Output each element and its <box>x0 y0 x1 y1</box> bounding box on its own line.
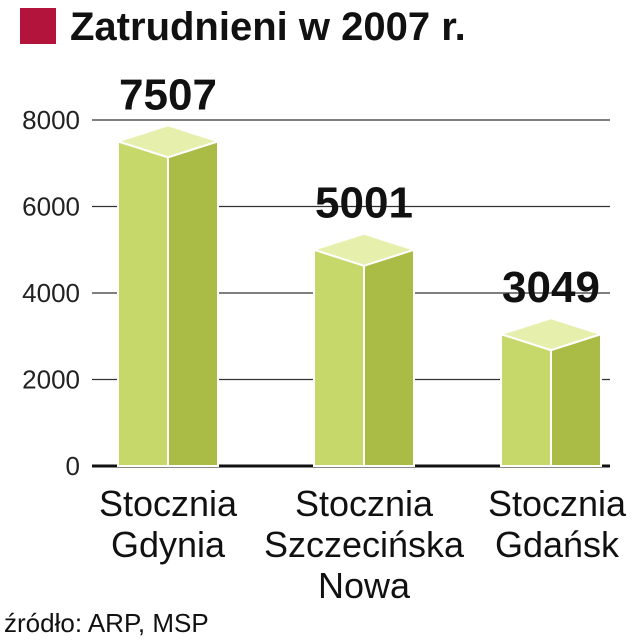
category-label-line: Stocznia <box>488 483 627 524</box>
chart-title: Zatrudnieni w 2007 r. <box>70 5 466 49</box>
title-marker-square <box>20 8 56 44</box>
y-axis-tick-labels: 0 2000 4000 6000 8000 <box>22 105 80 481</box>
source-note: źródło: ARP, MSP <box>4 608 209 638</box>
category-label-line: Stocznia <box>99 483 238 524</box>
y-tick-label: 2000 <box>22 365 80 395</box>
category-label-line: Gdańsk <box>495 524 620 565</box>
value-label: 3049 <box>502 263 600 312</box>
category-label-line: Szczecińska <box>264 524 465 565</box>
bar-top-face <box>310 232 418 267</box>
bar-side-face <box>363 248 415 467</box>
chart-title-group: Zatrudnieni w 2007 r. <box>20 5 466 49</box>
category-labels: StoczniaGdyniaStoczniaSzczecińskaNowaSto… <box>99 483 627 606</box>
value-label: 7507 <box>119 70 217 119</box>
value-label: 5001 <box>315 179 413 228</box>
bar-front-face <box>500 332 552 467</box>
category-label-line: Gdynia <box>111 524 226 565</box>
y-tick-label: 6000 <box>22 192 80 222</box>
y-tick-label: 0 <box>66 451 80 481</box>
y-tick-label: 4000 <box>22 278 80 308</box>
bar-front-face <box>117 139 169 467</box>
value-labels: 7507 5001 3049 <box>119 70 600 312</box>
bar <box>497 317 605 467</box>
category-label-line: Nowa <box>318 565 411 606</box>
y-tick-label: 8000 <box>22 105 80 135</box>
bar-top-face <box>114 124 222 159</box>
bar <box>114 124 222 467</box>
bar-top-face <box>497 317 605 352</box>
category-label-line: Stocznia <box>295 483 434 524</box>
bar-side-face <box>550 332 602 467</box>
bar <box>310 232 418 467</box>
bar-front-face <box>313 248 365 467</box>
bar-side-face <box>167 139 219 467</box>
bars <box>114 124 605 467</box>
